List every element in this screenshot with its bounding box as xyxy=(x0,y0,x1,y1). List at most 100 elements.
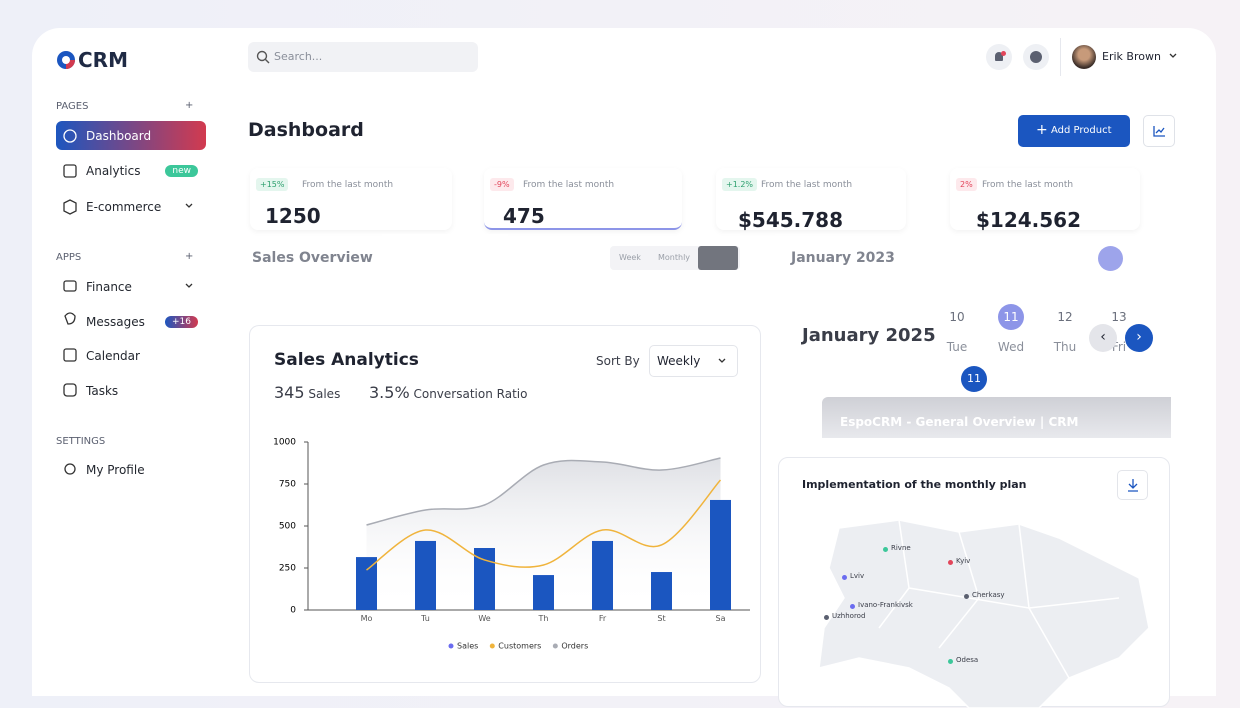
notification-button[interactable] xyxy=(986,44,1012,70)
day-number[interactable]: 12 xyxy=(1057,310,1073,324)
logo-icon xyxy=(57,51,75,69)
stat-change: 2% xyxy=(956,178,977,191)
nav-item[interactable]: Tasks xyxy=(86,383,119,398)
city-label: Kyiv xyxy=(956,557,971,565)
stat-value: $545.788 xyxy=(738,208,844,232)
nav-item[interactable]: My Profile xyxy=(86,462,145,477)
day-number[interactable]: 10 xyxy=(949,310,965,324)
avatar[interactable] xyxy=(1072,45,1096,69)
add-icon[interactable]: + xyxy=(185,251,194,262)
city-dot[interactable] xyxy=(883,547,888,552)
nav-icons xyxy=(63,129,77,475)
badge: new xyxy=(165,164,198,177)
area-line xyxy=(366,457,721,526)
download-button[interactable] xyxy=(1117,470,1148,500)
legend-label: Sales xyxy=(457,642,478,651)
chart-icon xyxy=(1153,126,1165,137)
next-button[interactable]: › xyxy=(1125,324,1153,352)
kpi-label: Sales xyxy=(308,387,341,401)
y-tick-label: 750 xyxy=(279,480,296,490)
kpi: 345 Sales xyxy=(274,383,340,402)
stat-note: From the last month xyxy=(302,180,394,190)
chevrons xyxy=(185,203,193,288)
city-dot[interactable] xyxy=(948,659,953,664)
tab[interactable]: Monthly xyxy=(658,253,691,262)
bar xyxy=(356,557,377,610)
city-dot[interactable] xyxy=(964,594,969,599)
add-icon[interactable]: + xyxy=(185,100,194,111)
city-dot[interactable] xyxy=(842,575,847,580)
info-button[interactable] xyxy=(1023,44,1049,70)
city-dot[interactable] xyxy=(850,604,855,609)
legend-dot xyxy=(448,643,454,649)
chart-button[interactable] xyxy=(1143,115,1175,147)
nav-item[interactable]: Analytics new xyxy=(56,156,206,185)
city-label: Uzhhorod xyxy=(832,612,866,620)
section-title: APPS xyxy=(56,252,82,263)
legend-label: Orders xyxy=(561,642,588,651)
day-name: Thu xyxy=(1053,340,1077,354)
city-label: Cherkasy xyxy=(972,591,1005,599)
bar xyxy=(533,575,554,610)
stat-change: +15% xyxy=(256,178,289,191)
city-dot[interactable] xyxy=(824,615,829,620)
nav-item[interactable]: E-commerce xyxy=(86,199,162,214)
kpi-value: 3.5% xyxy=(369,383,410,402)
city-dot[interactable] xyxy=(948,560,953,565)
nav-item[interactable]: Finance xyxy=(86,279,132,294)
stat-card: +1.2% From the last month $545.788 xyxy=(716,168,906,232)
map-title: Implementation of the monthly plan xyxy=(802,478,1027,491)
y-tick-label: 250 xyxy=(279,564,296,574)
legend-dot xyxy=(489,643,495,649)
user-chevron xyxy=(1169,53,1177,58)
city-label: Rivne xyxy=(891,544,911,552)
stat-note: From the last month xyxy=(523,180,615,190)
day-number[interactable]: 11 xyxy=(998,304,1024,330)
nav-item[interactable]: Dashboard xyxy=(56,121,206,150)
line xyxy=(366,479,722,571)
y-tick-label: 1000 xyxy=(273,438,296,448)
stat-card: +15% From the last month 1250 xyxy=(250,168,452,230)
x-tick-label: We xyxy=(478,614,490,623)
kpi-value: 345 xyxy=(274,383,305,402)
search-icon xyxy=(256,50,270,64)
nav-item[interactable]: Calendar xyxy=(86,348,140,363)
calendar-panel: January 2025 10 Tue 11 Wed 12 Thu 13 Fri ‹ › 11… xyxy=(798,296,1171,438)
sort-select[interactable]: Weekly xyxy=(649,345,738,377)
sort-label: Sort By xyxy=(596,354,640,368)
bar xyxy=(415,540,436,610)
kpi: 3.5% Conversation Ratio xyxy=(369,383,527,402)
overlay-panel: January 2023 xyxy=(775,234,1170,296)
add-product-button[interactable]: Add Product xyxy=(1018,115,1130,147)
user-name[interactable]: Erik Brown xyxy=(1102,50,1161,63)
stat-card: -9% From the last month 475 xyxy=(484,168,682,230)
calendar-title: January 2025 xyxy=(802,325,936,346)
stat-card: 2% From the last month $124.562 xyxy=(950,168,1140,232)
search-input[interactable]: Search... xyxy=(248,42,478,72)
stat-change: +1.2% xyxy=(722,178,758,191)
bar xyxy=(592,540,613,610)
city-label: Lviv xyxy=(850,572,865,580)
kpi-label: Conversation Ratio xyxy=(413,387,528,401)
day-number[interactable]: 13 xyxy=(1111,310,1127,324)
stat-value: $124.562 xyxy=(976,208,1082,232)
bar xyxy=(651,572,672,610)
city-label: Ivano-Frankivsk xyxy=(858,601,913,609)
chart: 0 250 500 750 1000 Mo Tu We Th Fr St Sa Sales Custome… xyxy=(273,438,750,651)
section-title: PAGES xyxy=(56,101,89,112)
x-tick-label: Tu xyxy=(420,614,430,623)
divider xyxy=(1060,38,1061,76)
badge: +16 xyxy=(165,315,198,328)
x-tick-label: Th xyxy=(538,614,549,623)
stat-note: From the last month xyxy=(982,180,1074,190)
tab[interactable]: Week xyxy=(619,253,641,262)
x-tick-label: Sa xyxy=(716,614,726,623)
nav-item[interactable]: Messages +16 xyxy=(56,307,206,336)
selected-day[interactable]: 11 xyxy=(961,366,987,392)
map-card: Implementation of the monthly plan Rivne… xyxy=(778,457,1170,708)
nav-label: Messages xyxy=(86,314,145,329)
prev-button[interactable]: ‹ xyxy=(1089,324,1117,352)
legend-label: Customers xyxy=(498,642,541,651)
x-tick-label: Mo xyxy=(361,614,373,623)
